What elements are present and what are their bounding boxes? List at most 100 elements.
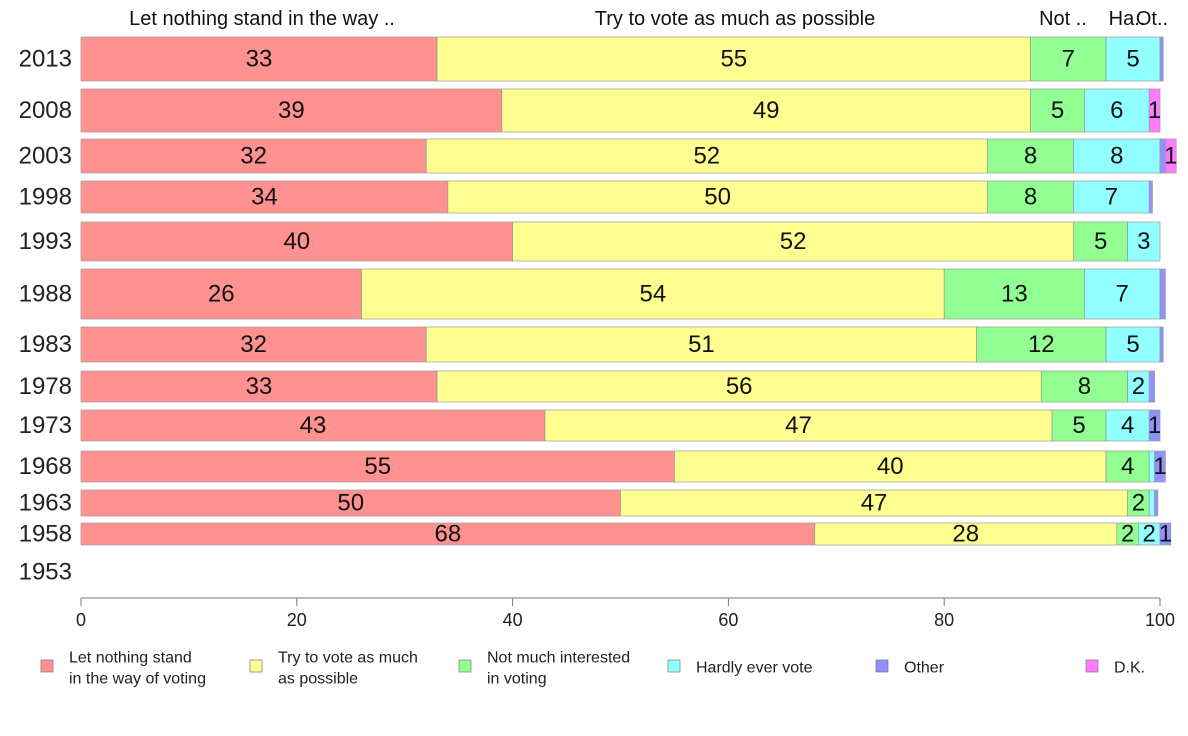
bar-segment <box>1105 450 1150 483</box>
bar-segment <box>80 450 675 483</box>
data-label: 39 <box>278 97 305 124</box>
bar-segment <box>80 180 449 214</box>
bar-segment <box>1040 370 1128 403</box>
bar-segment <box>987 180 1075 214</box>
legend-label: Not much interested <box>487 650 630 667</box>
bar-segment <box>425 138 988 174</box>
data-label: 56 <box>726 373 753 400</box>
data-label: 33 <box>246 46 273 73</box>
bar-segment <box>1159 36 1164 82</box>
year-label: 1968 <box>19 453 72 480</box>
bar-segment <box>80 88 503 133</box>
data-label: 1 <box>1159 521 1172 548</box>
data-label: 43 <box>300 412 327 439</box>
bar-segment <box>501 88 1031 133</box>
year-label: 2003 <box>19 143 72 170</box>
x-tick-label: 40 <box>503 610 523 630</box>
column-header: Try to vote as much as possible <box>595 8 876 30</box>
year-label: 1998 <box>19 184 72 211</box>
bar-segment <box>1105 326 1161 363</box>
data-label: 52 <box>693 143 720 170</box>
data-label: 1 <box>1153 453 1166 480</box>
bar-segment <box>1105 409 1150 442</box>
data-label: 1 <box>1148 412 1161 439</box>
column-header: Let nothing stand in the way .. <box>129 8 395 30</box>
bar-segment <box>425 326 977 363</box>
bar-segment <box>1154 489 1159 517</box>
data-label: 32 <box>240 143 267 170</box>
bar-segment <box>1159 522 1172 546</box>
data-label: 47 <box>861 490 888 517</box>
year-label: 1963 <box>19 490 72 517</box>
data-label: 8 <box>1078 373 1091 400</box>
x-tick-label: 80 <box>934 610 954 630</box>
bar-segment <box>1148 180 1153 214</box>
bar-segment <box>1148 88 1161 133</box>
bar-segment <box>943 268 1085 320</box>
data-label: 33 <box>246 373 273 400</box>
x-tick-label: 100 <box>1145 610 1175 630</box>
legend-label: in the way of voting <box>69 671 206 688</box>
bar-segment <box>1073 221 1128 262</box>
bar-segment <box>80 221 513 262</box>
data-label: 32 <box>240 331 267 358</box>
data-label: 50 <box>337 490 364 517</box>
bar-segment <box>512 221 1075 262</box>
data-label: 2 <box>1121 521 1134 548</box>
data-label: 55 <box>364 453 391 480</box>
bar-segment <box>1165 138 1177 174</box>
legend-label: Let nothing stand <box>69 650 192 667</box>
year-label: 2008 <box>19 97 72 124</box>
bar-segment <box>987 138 1075 174</box>
x-tick-label: 60 <box>718 610 738 630</box>
year-label: 1973 <box>19 412 72 439</box>
bar-segment <box>447 180 988 214</box>
bar-segment <box>80 489 621 517</box>
data-label: 3 <box>1137 228 1150 255</box>
data-label: 26 <box>208 281 235 308</box>
legend-swatch <box>667 659 681 673</box>
bar-segment <box>1148 370 1155 403</box>
data-label: 34 <box>251 184 278 211</box>
bar-segment <box>361 268 945 320</box>
bar-segment <box>1148 409 1161 442</box>
legend-label: Other <box>904 660 945 677</box>
year-label: 1988 <box>19 281 72 308</box>
data-label: 2 <box>1132 490 1145 517</box>
bar-segment <box>976 326 1107 363</box>
data-label: 6 <box>1110 97 1123 124</box>
column-header: Ot.. <box>1136 8 1168 30</box>
bar-segment <box>80 326 427 363</box>
data-label: 13 <box>1001 281 1028 308</box>
x-axis: 0 20 40 60 80 100 <box>76 597 1175 630</box>
legend-label: Hardly ever vote <box>696 660 813 677</box>
legend-label: D.K. <box>1114 660 1145 677</box>
data-label: 68 <box>435 521 462 548</box>
data-label: 5 <box>1072 412 1085 439</box>
bar-segment <box>620 489 1128 517</box>
bar-segment <box>80 138 427 174</box>
column-header: Ha.. <box>1109 8 1146 30</box>
year-label: 1983 <box>19 331 72 358</box>
data-label: 28 <box>952 521 979 548</box>
data-label: 4 <box>1121 453 1134 480</box>
column-header: Not .. <box>1039 8 1087 30</box>
bar-segment <box>1051 409 1107 442</box>
year-label: 1953 <box>19 559 72 586</box>
bar-segment <box>1084 268 1161 320</box>
legend: Let nothing stand in the way of voting Try… <box>40 650 1145 688</box>
bar-segment <box>1030 88 1085 133</box>
data-label: 49 <box>753 97 780 124</box>
data-label: 40 <box>283 228 310 255</box>
legend-label: Try to vote as much <box>278 650 418 667</box>
bar-segment <box>1073 138 1161 174</box>
bar-segment <box>544 409 1053 442</box>
x-tick-label: 0 <box>76 610 86 630</box>
data-label: 7 <box>1062 46 1075 73</box>
data-label: 47 <box>785 412 812 439</box>
data-label: 5 <box>1051 97 1064 124</box>
data-label: 5 <box>1126 331 1139 358</box>
legend-swatch <box>875 659 889 673</box>
